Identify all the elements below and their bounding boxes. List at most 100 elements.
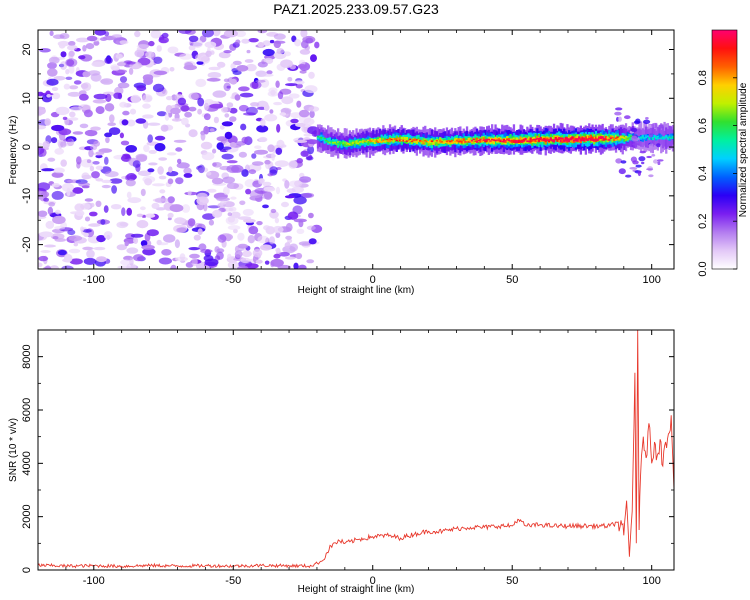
track-cell (668, 136, 671, 141)
track-cell (425, 139, 428, 143)
track-cell (547, 139, 551, 141)
snr-xlabel: Height of straight line (km) (298, 584, 415, 595)
noise-blob (51, 87, 59, 91)
track-cell (353, 140, 357, 145)
noise-blob (48, 202, 56, 207)
noise-blob (55, 209, 61, 215)
track-scatter (635, 164, 642, 168)
noise-blob (228, 206, 237, 212)
noise-blob (243, 218, 256, 223)
noise-blob (126, 119, 136, 127)
track-cell (387, 138, 390, 142)
track-cell (424, 140, 427, 144)
track-cell (392, 137, 395, 140)
noise-blob (73, 80, 82, 85)
noise-blob (142, 248, 156, 256)
track-cell (542, 138, 546, 142)
colorbar-ticks: 0.0 0.2 0.4 0.6 0.8 (697, 70, 737, 277)
noise-blob (272, 225, 284, 234)
track-cell (629, 137, 633, 140)
noise-blob (68, 85, 79, 90)
track-cell (581, 137, 584, 140)
track-cell (613, 138, 616, 140)
noise-blob (133, 254, 144, 262)
noise-blob (82, 45, 87, 52)
track-cell (517, 140, 521, 142)
noise-blob (46, 94, 52, 98)
noise-blob (226, 160, 238, 164)
noise-blob (209, 103, 224, 109)
noise-blob (142, 114, 154, 119)
noise-blob (281, 96, 294, 105)
track-cell (552, 139, 556, 141)
noise-blob (108, 127, 121, 135)
noise-blob (270, 208, 277, 214)
noise-blob (220, 200, 227, 205)
spectrogram-x-tick-label: 0 (370, 274, 376, 286)
noise-blob (238, 86, 250, 92)
track-cell (578, 137, 581, 140)
noise-blob (273, 40, 281, 49)
track-scatter (646, 168, 654, 171)
track-scatter (645, 117, 649, 120)
noise-blob (314, 41, 320, 49)
track-scatter (648, 174, 654, 178)
track-cell (427, 141, 430, 147)
noise-blob (298, 241, 312, 246)
noise-blob (78, 55, 86, 60)
track-cell (455, 139, 459, 144)
noise-blob (294, 180, 303, 188)
track-cell (419, 139, 422, 142)
noise-blob (125, 145, 137, 153)
noise-blob (308, 106, 320, 112)
noise-blob (264, 191, 273, 200)
noise-blob (308, 212, 314, 219)
track-cell (608, 139, 611, 141)
track-cell (670, 134, 673, 139)
track-cell (383, 140, 387, 142)
noise-blob (274, 217, 280, 224)
noise-blob (295, 122, 306, 127)
noise-blob (248, 38, 259, 43)
noise-blob (269, 39, 275, 44)
track-cell (618, 138, 621, 141)
noise-blob (239, 200, 246, 206)
noise-blob (183, 167, 192, 175)
noise-blob (179, 253, 186, 261)
noise-blob (63, 83, 71, 90)
noise-blob (275, 232, 281, 238)
track-cell (541, 139, 544, 141)
noise-blob (262, 181, 272, 187)
noise-blob (286, 188, 296, 193)
noise-blob (42, 141, 50, 149)
noise-blob (59, 61, 68, 70)
noise-blob (38, 262, 43, 268)
noise-blob (147, 122, 161, 126)
track-cell (658, 135, 661, 139)
track-cell (549, 137, 552, 141)
noise-blob (256, 221, 263, 226)
noise-blob (229, 116, 237, 122)
noise-blob (223, 30, 238, 38)
noise-blob (230, 196, 237, 200)
track-cell (348, 143, 351, 146)
track-cell (365, 139, 368, 143)
noise-blob (126, 61, 136, 65)
track-cell (399, 135, 402, 141)
track-cell (475, 137, 479, 142)
noise-blob (214, 255, 221, 261)
noise-blob (255, 259, 263, 264)
noise-blob (224, 113, 230, 118)
noise-blob (115, 53, 123, 59)
track-cell (496, 139, 499, 141)
noise-blob (223, 186, 230, 196)
noise-blob (167, 212, 174, 218)
track-cell (509, 140, 512, 142)
noise-blob (226, 164, 240, 174)
track-cell (537, 139, 541, 143)
noise-blob (263, 104, 270, 111)
track-scatter (635, 118, 641, 124)
track-cell (358, 139, 362, 147)
track-cell (534, 139, 537, 142)
noise-blob (212, 209, 223, 218)
